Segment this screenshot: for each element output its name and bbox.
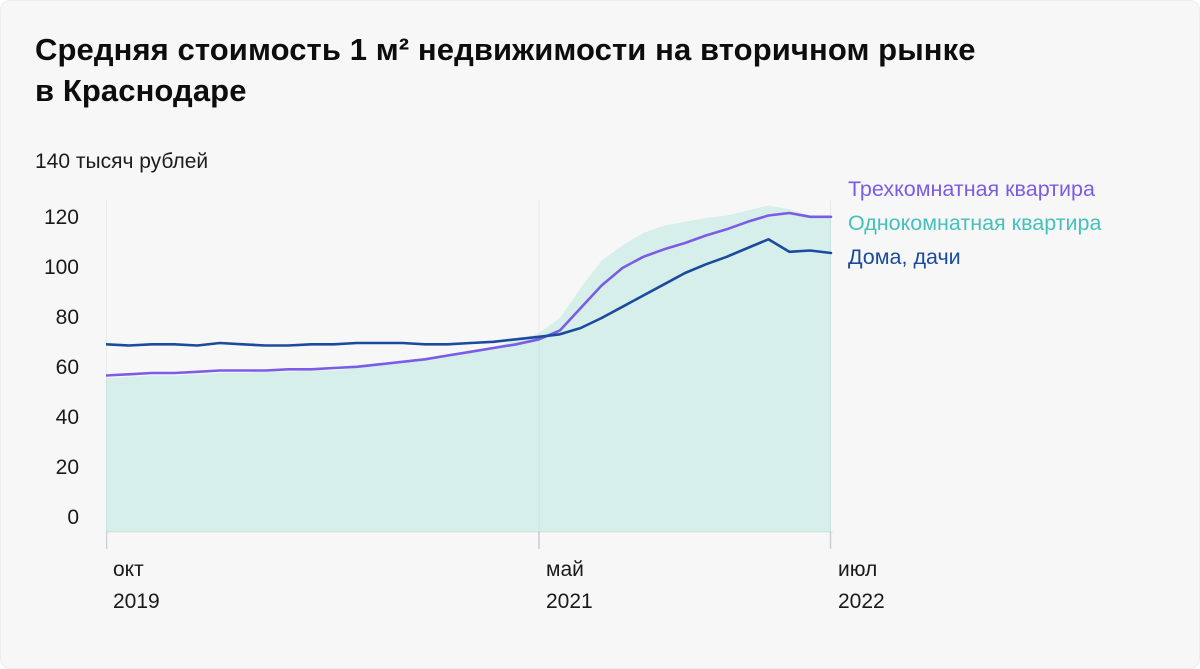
chart-title-line1: Средняя стоимость 1 м² недвижимости на в… — [35, 32, 976, 67]
x-tick-month: май — [546, 558, 584, 581]
y-tick-label: 20 — [55, 456, 79, 479]
y-axis-unit-label: 140 тысяч рублей — [35, 150, 209, 173]
chart-title: Средняя стоимость 1 м² недвижимости на в… — [35, 29, 1165, 111]
x-tick-year: 2019 — [113, 590, 160, 613]
series-line-three-room — [104, 211, 833, 377]
chart-title-line2: в Краснодаре — [35, 73, 247, 108]
series-line-houses — [104, 238, 833, 347]
plot-area — [104, 158, 833, 550]
x-tick-year: 2021 — [546, 590, 593, 613]
y-axis-tick-labels: 120 100 80 60 40 20 0 — [21, 1, 79, 668]
legend: Трехкомнатная квартира Однокомнатная ква… — [848, 172, 1101, 274]
x-tick-jul-2022: июл 2022 — [838, 554, 885, 618]
y-tick-label: 100 — [43, 256, 79, 279]
y-tick-label: 60 — [55, 356, 79, 379]
legend-item-one-room: Однокомнатная квартира — [848, 211, 1102, 235]
chart-svg — [104, 200, 833, 549]
series-area-one-room — [106, 205, 831, 532]
legend-item-three-room: Трехкомнатная квартира — [848, 177, 1095, 201]
x-axis-tick-labels: окт 2019 май 2021 июл 2022 — [1, 554, 1199, 624]
y-tick-label: 80 — [55, 306, 79, 329]
x-tick-month: июл — [838, 558, 878, 581]
legend-item-houses: Дома, дачи — [848, 245, 961, 269]
x-tick-oct-2019: окт 2019 — [113, 554, 160, 618]
x-tick-year: 2022 — [838, 590, 885, 613]
y-tick-label: 0 — [67, 506, 79, 529]
y-tick-label: 120 — [43, 206, 79, 229]
y-tick-label: 40 — [55, 406, 79, 429]
x-tick-month: окт — [113, 558, 144, 581]
x-tick-may-2021: май 2021 — [546, 554, 593, 618]
